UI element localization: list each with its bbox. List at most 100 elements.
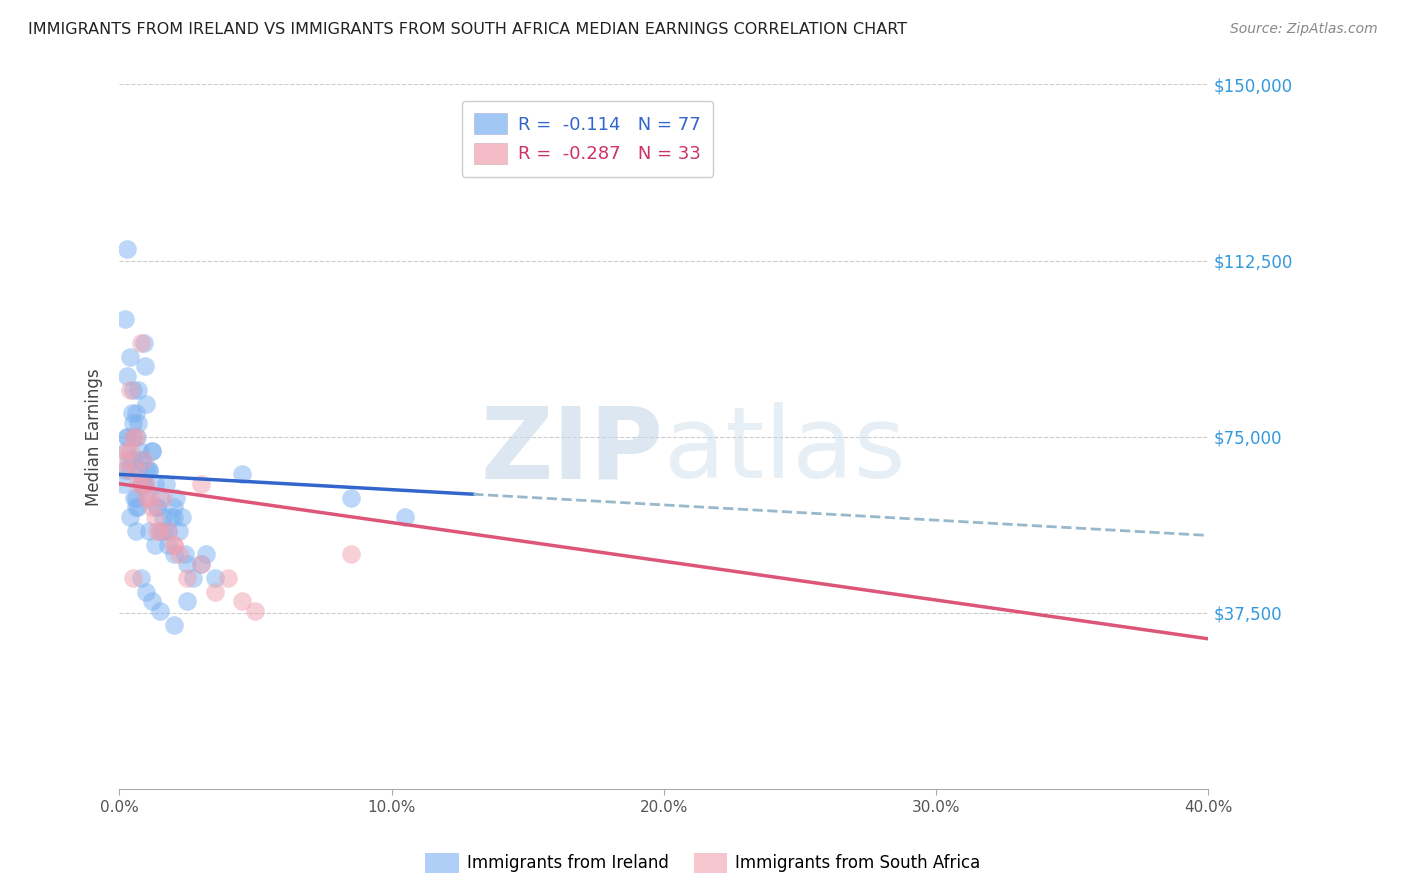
- Point: [176, 571, 198, 585]
- Point: [132, 453, 155, 467]
- Point: [190, 476, 212, 491]
- Point: [131, 453, 153, 467]
- Point: [195, 547, 218, 561]
- Point: [124, 524, 146, 538]
- Point: [149, 491, 172, 505]
- Point: [122, 453, 145, 467]
- Point: [124, 500, 146, 515]
- Text: atlas: atlas: [664, 402, 905, 500]
- Point: [165, 491, 187, 505]
- Text: Source: ZipAtlas.com: Source: ZipAtlas.com: [1230, 22, 1378, 37]
- Point: [157, 524, 180, 538]
- Point: [245, 604, 267, 618]
- Point: [127, 476, 149, 491]
- Point: [146, 500, 169, 515]
- Point: [141, 594, 163, 608]
- Point: [190, 557, 212, 571]
- Point: [129, 476, 152, 491]
- Point: [149, 524, 172, 538]
- Point: [141, 443, 163, 458]
- Point: [138, 524, 160, 538]
- Point: [163, 500, 186, 515]
- Point: [120, 509, 142, 524]
- Point: [124, 463, 146, 477]
- Point: [115, 443, 138, 458]
- Point: [176, 557, 198, 571]
- Point: [167, 524, 190, 538]
- Point: [163, 617, 186, 632]
- Point: [127, 383, 149, 397]
- Text: IMMIGRANTS FROM IRELAND VS IMMIGRANTS FROM SOUTH AFRICA MEDIAN EARNINGS CORRELAT: IMMIGRANTS FROM IRELAND VS IMMIGRANTS FR…: [28, 22, 907, 37]
- Point: [135, 476, 157, 491]
- Point: [339, 547, 361, 561]
- Point: [152, 524, 174, 538]
- Point: [167, 547, 190, 561]
- Legend: R =  -0.114   N = 77, R =  -0.287   N = 33: R = -0.114 N = 77, R = -0.287 N = 33: [461, 101, 713, 177]
- Point: [129, 453, 152, 467]
- Point: [120, 350, 142, 364]
- Point: [163, 538, 186, 552]
- Point: [117, 430, 139, 444]
- Point: [204, 584, 226, 599]
- Point: [231, 594, 253, 608]
- Point: [231, 467, 253, 482]
- Point: [117, 443, 139, 458]
- Point: [135, 491, 157, 505]
- Point: [181, 571, 204, 585]
- Point: [190, 557, 212, 571]
- Point: [127, 500, 149, 515]
- Point: [163, 547, 186, 561]
- Point: [117, 463, 139, 477]
- Point: [129, 476, 152, 491]
- Point: [132, 476, 155, 491]
- Point: [114, 463, 136, 477]
- Legend: Immigrants from Ireland, Immigrants from South Africa: Immigrants from Ireland, Immigrants from…: [419, 847, 987, 880]
- Point: [117, 368, 139, 383]
- Point: [112, 476, 135, 491]
- Point: [122, 430, 145, 444]
- Point: [149, 604, 172, 618]
- Point: [114, 312, 136, 326]
- Point: [135, 397, 157, 411]
- Point: [146, 500, 169, 515]
- Point: [132, 476, 155, 491]
- Point: [118, 453, 141, 467]
- Point: [149, 524, 172, 538]
- Point: [122, 430, 145, 444]
- Point: [117, 242, 139, 256]
- Point: [173, 547, 195, 561]
- Point: [217, 571, 239, 585]
- Point: [157, 524, 180, 538]
- Point: [163, 538, 186, 552]
- Point: [124, 430, 146, 444]
- Point: [152, 509, 174, 524]
- Point: [122, 571, 145, 585]
- Point: [129, 476, 152, 491]
- Point: [157, 538, 180, 552]
- Point: [143, 476, 166, 491]
- Point: [160, 509, 183, 524]
- Point: [121, 406, 143, 420]
- Point: [114, 453, 136, 467]
- Point: [176, 594, 198, 608]
- Text: ZIP: ZIP: [481, 402, 664, 500]
- Point: [138, 463, 160, 477]
- Point: [127, 463, 149, 477]
- Point: [134, 359, 156, 374]
- Point: [135, 491, 157, 505]
- Point: [138, 463, 160, 477]
- Point: [143, 509, 166, 524]
- Point: [122, 383, 145, 397]
- Point: [143, 538, 166, 552]
- Point: [117, 430, 139, 444]
- Point: [122, 416, 145, 430]
- Point: [204, 571, 226, 585]
- Point: [163, 509, 186, 524]
- Point: [125, 430, 148, 444]
- Point: [339, 491, 361, 505]
- Point: [135, 463, 157, 477]
- Point: [141, 500, 163, 515]
- Point: [135, 584, 157, 599]
- Point: [124, 406, 146, 420]
- Point: [127, 416, 149, 430]
